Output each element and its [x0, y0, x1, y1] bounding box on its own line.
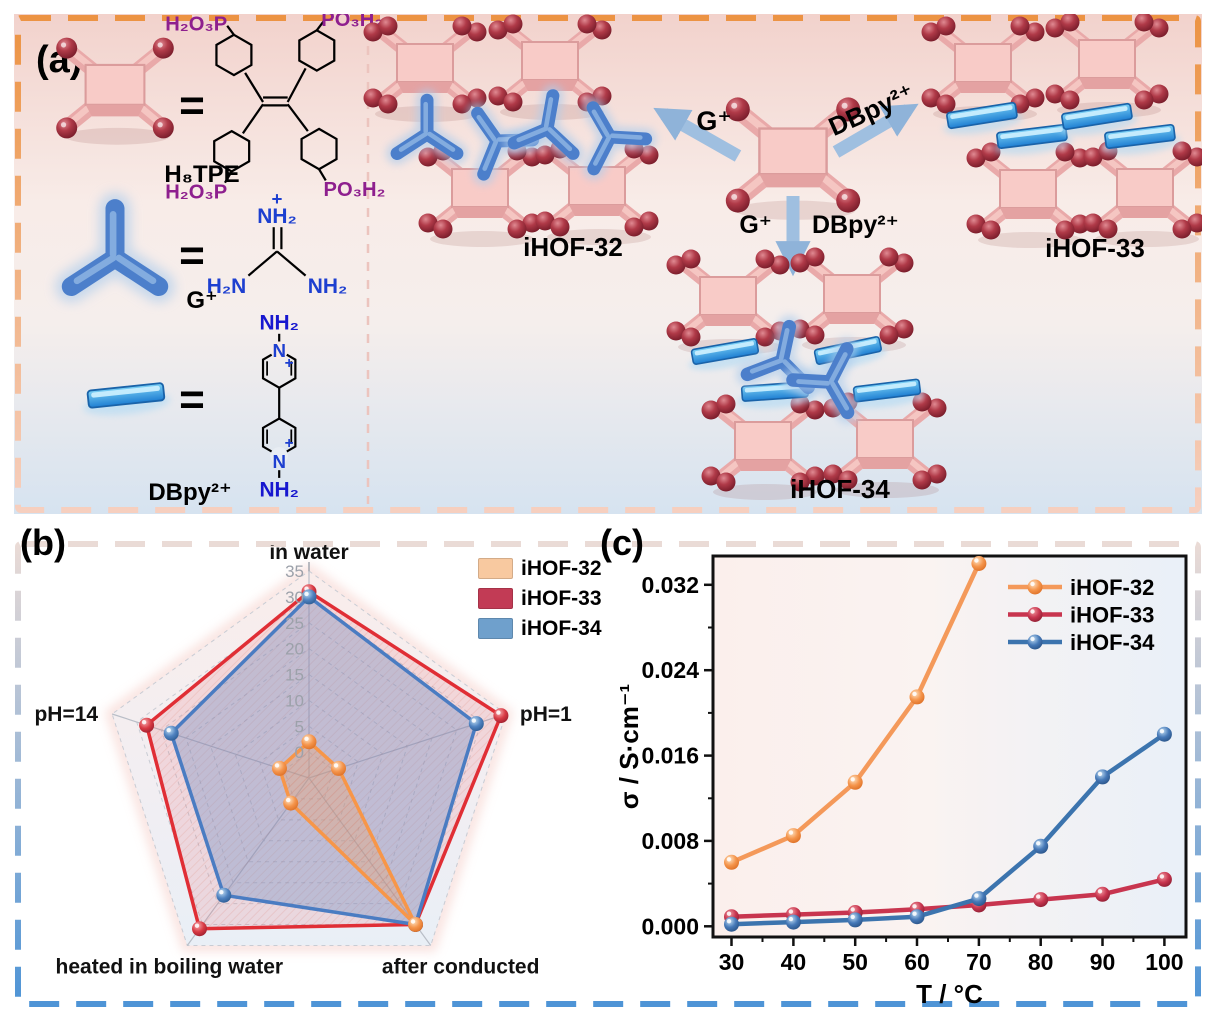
g-name: G⁺: [186, 287, 217, 314]
legend-item-ihof34: iHOF-34: [478, 618, 602, 639]
amine-label: NH₂: [259, 311, 298, 334]
ihof33-label: iHOF-33: [1045, 233, 1145, 263]
svg-text:10: 10: [285, 691, 304, 710]
series-line-iHOF-34: [729, 731, 1167, 927]
radar-axis-label: in water: [269, 545, 348, 564]
radar-axis-label: heated in boiling water: [56, 956, 284, 979]
panel-b-label: (b): [20, 522, 66, 563]
ihof32-label: iHOF-32: [523, 232, 623, 262]
line-legend-label: iHOF-32: [1070, 575, 1154, 600]
panel-a-dashed-border: [15, 15, 1201, 513]
legend-item-ihof32: iHOF-32: [478, 558, 602, 579]
x-tick-label: 80: [1028, 949, 1054, 975]
guanidinium-structure: + NH₂ H₂N NH₂: [207, 188, 348, 298]
phosphonate-label: PO₃H₂: [324, 179, 386, 201]
x-tick-label: 100: [1145, 949, 1183, 975]
radar-axis-label: after conducted: [382, 956, 540, 979]
ihof34-label: iHOF-34: [790, 474, 890, 504]
y-axis-title: σ / S·cm⁻¹: [614, 684, 644, 809]
svg-text:35: 35: [285, 562, 304, 581]
bipyridinium-structure: N + NH₂ N + NH₂: [259, 311, 298, 501]
panel-a-scheme: (a) = H₂O₃P PO₃H₂ H₂O₃P PO₃H₂ H₈TPE = + …: [14, 14, 1202, 514]
legend-swatch-ihof32: [478, 558, 513, 579]
y-tick-label: 0.032: [641, 572, 699, 598]
n-label: N: [272, 340, 286, 361]
svg-text:30: 30: [285, 588, 304, 607]
n-label: N: [272, 451, 286, 472]
panel-c-label: (c): [600, 522, 644, 563]
svg-text:20: 20: [285, 640, 304, 659]
arrow-to-ihof32: [653, 107, 742, 162]
phosphonate-label: H₂O₃P: [165, 181, 227, 203]
x-tick-label: 90: [1090, 949, 1116, 975]
x-tick-label: 60: [904, 949, 930, 975]
amine-label: H₂N: [207, 275, 246, 298]
dbpy-name: DBpy²⁺: [148, 479, 231, 506]
radar-axis-label: pH=14: [34, 703, 98, 726]
svg-text:5: 5: [295, 717, 304, 736]
conductivity-line-chart: 30 40 50 60 70 80 90 100 0.000 0.008 0.016 0.024 0.0…: [614, 554, 1188, 1009]
ihof34-cluster: iHOF-34: [667, 248, 947, 505]
charge-label: +: [272, 188, 283, 209]
line-legend-label: iHOF-33: [1070, 603, 1154, 628]
arrow-label-dbpy2: DBpy²⁺: [812, 211, 899, 239]
x-axis-title: T / °C: [916, 979, 983, 1009]
charge-label: +: [285, 355, 294, 372]
x-tick-label: 30: [719, 949, 745, 975]
svg-text:15: 15: [285, 666, 304, 685]
radar-line-iHOF-34: [169, 595, 479, 927]
y-tick-label: 0.000: [641, 913, 699, 939]
amine-label: NH₂: [259, 479, 298, 502]
x-tick-label: 70: [966, 949, 992, 975]
legend-item-ihof33: iHOF-33: [478, 588, 602, 609]
svg-text:25: 25: [285, 614, 304, 633]
ihof33-cluster: iHOF-33: [922, 14, 1203, 263]
arrow-label-g2: G⁺: [739, 211, 772, 239]
radar-legend: iHOF-32 iHOF-33 iHOF-34: [478, 558, 602, 639]
equals-sign: =: [179, 231, 205, 280]
legend-label-ihof33: iHOF-33: [521, 587, 602, 610]
x-tick-label: 50: [842, 949, 868, 975]
svg-text:0: 0: [295, 743, 304, 762]
y-tick-label: 0.008: [641, 828, 699, 854]
legend-label-ihof34: iHOF-34: [521, 617, 602, 640]
phosphonate-label: H₂O₃P: [165, 14, 227, 35]
y-tick-label: 0.024: [641, 657, 699, 683]
equals-sign: =: [179, 375, 205, 424]
equals-sign: =: [179, 81, 205, 130]
arrow-to-ihof33: [832, 103, 919, 158]
tpe-structure: H₂O₃P PO₃H₂ H₂O₃P PO₃H₂: [165, 14, 385, 203]
y-tick-label: 0.016: [641, 743, 699, 769]
charge-label: +: [285, 435, 294, 452]
legend-label-ihof32: iHOF-32: [521, 557, 602, 580]
x-tick-label: 40: [781, 949, 807, 975]
legend-swatch-ihof33: [478, 588, 513, 609]
amine-label: NH₂: [308, 275, 347, 298]
arrow-label-g: G⁺: [696, 106, 731, 136]
ihof32-cluster: iHOF-32: [364, 15, 659, 262]
amine-label: NH₂: [257, 205, 296, 228]
legend-swatch-ihof34: [478, 618, 513, 639]
radar-axis-label: pH=1: [520, 703, 572, 726]
h8tpe-name: H₈TPE: [164, 161, 239, 188]
radar-line-iHOF-33: [144, 589, 503, 931]
line-legend-label: iHOF-34: [1070, 630, 1155, 655]
